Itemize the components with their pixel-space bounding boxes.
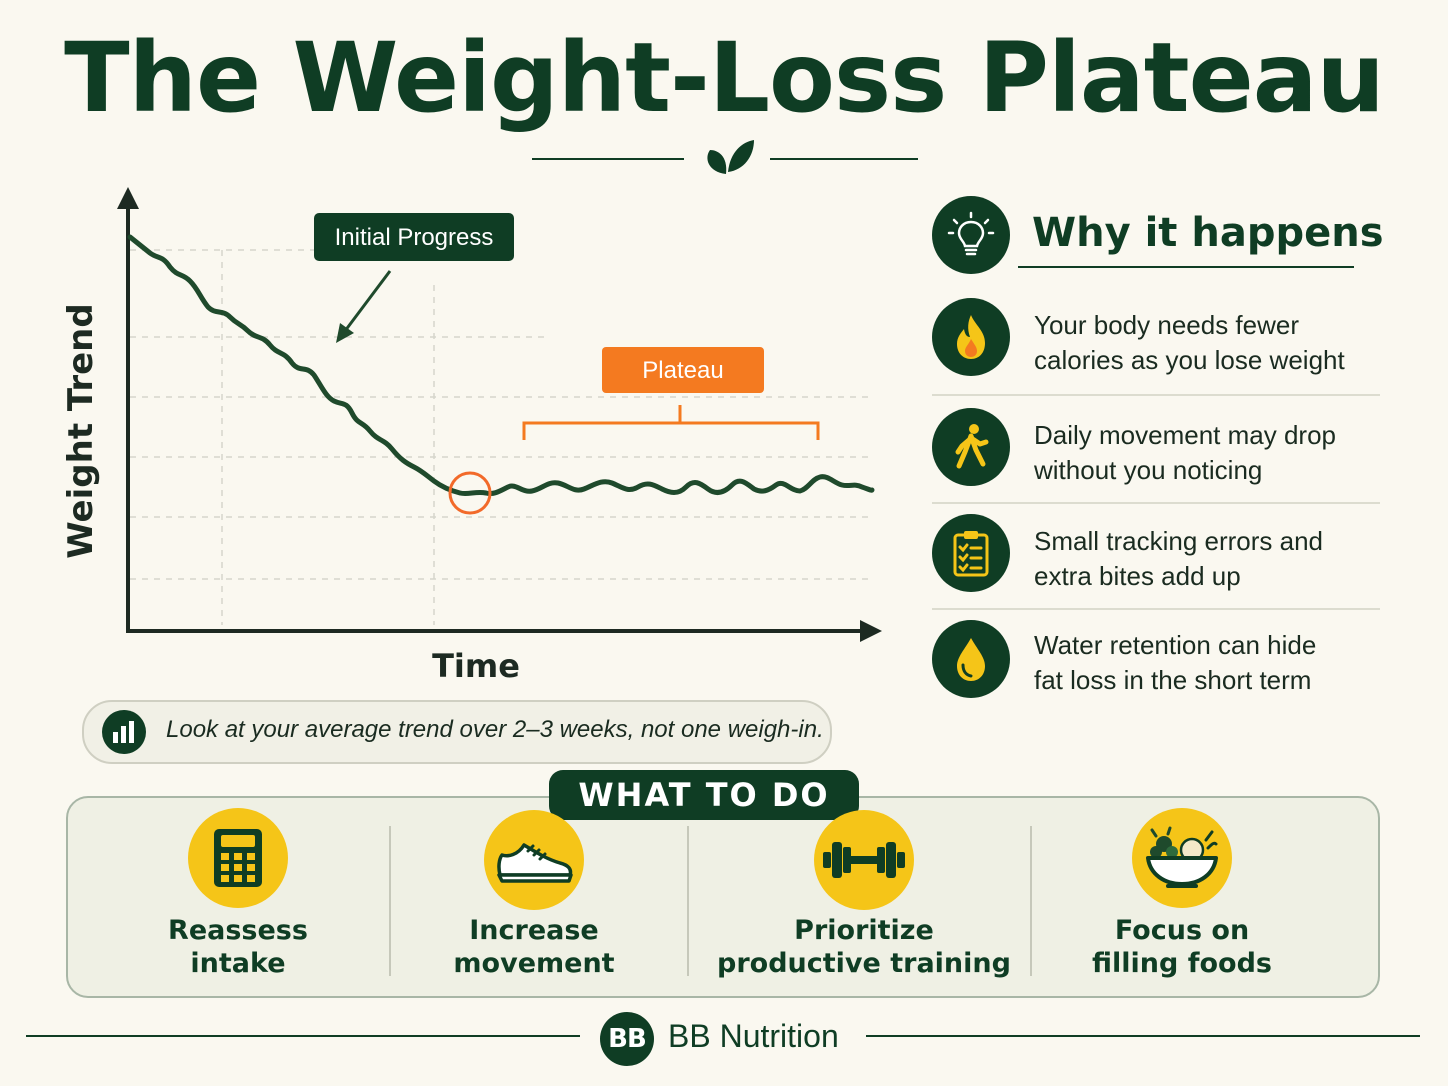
plateau-label: Plateau [642, 357, 723, 384]
chart-grid [130, 249, 870, 625]
plateau-bracket [522, 405, 820, 440]
weight-trend-chart: Initial Progress Plateau Weight Trend Ti… [61, 187, 882, 685]
walking-person-icon [932, 408, 1010, 486]
why-heading: Why it happens [1032, 210, 1384, 256]
title-divider-left [532, 158, 684, 160]
action-divider [389, 826, 391, 976]
sneaker-icon [484, 810, 584, 910]
weight-trend-line [127, 234, 875, 497]
why-heading-underline [1018, 266, 1354, 268]
brand-name: BB Nutrition [668, 1018, 839, 1054]
leaf-icon [707, 140, 754, 174]
clipboard-checklist-icon [932, 514, 1010, 592]
title-divider-right [770, 158, 918, 160]
calculator-icon [188, 808, 288, 908]
bar-chart-icon [102, 710, 146, 754]
reason-item: Small tracking errors and extra bites ad… [1034, 526, 1323, 591]
action-reassess-intake: Reassess intake [168, 915, 308, 979]
footer-divider-right [866, 1035, 1420, 1037]
what-to-do-heading: WHAT TO DO [549, 770, 859, 820]
action-increase-movement: Increase movement [453, 915, 615, 979]
initial-progress-label: Initial Progress [335, 224, 494, 251]
reason-divider [932, 502, 1380, 504]
water-drop-icon [932, 620, 1010, 698]
reason-divider [932, 394, 1380, 396]
plateau-tag [602, 347, 764, 393]
salad-bowl-icon [1132, 808, 1232, 908]
tip-text: Look at your average trend over 2–3 week… [166, 716, 824, 743]
initial-progress-tag [314, 213, 514, 261]
flame-icon [932, 298, 1010, 376]
reason-item: Water retention can hide fat loss in the… [1034, 630, 1317, 695]
tip-banner [82, 700, 832, 764]
action-divider [1030, 826, 1032, 976]
x-axis-label: Time [432, 647, 520, 685]
x-axis-arrow [860, 620, 882, 642]
brand-logo-badge: BB [600, 1012, 654, 1066]
reason-item: Your body needs fewer calories as you lo… [1034, 310, 1345, 375]
dumbbell-icon [814, 810, 914, 910]
reason-item: Daily movement may drop without you noti… [1034, 420, 1336, 485]
page-title: The Weight-Loss Plateau [64, 22, 1385, 134]
y-axis-label: Weight Trend [61, 303, 101, 558]
plateau-start-marker [448, 471, 492, 515]
initial-progress-arrowhead [336, 323, 354, 343]
initial-progress-arrow [340, 270, 392, 336]
action-filling-foods: Focus on filling foods [1092, 915, 1272, 979]
action-prioritize-training: Prioritize productive training [717, 915, 1011, 979]
lightbulb-icon [932, 196, 1010, 274]
y-axis-arrow [117, 187, 139, 209]
action-divider [687, 826, 689, 976]
reason-divider [932, 608, 1380, 610]
footer-divider-left [26, 1035, 580, 1037]
